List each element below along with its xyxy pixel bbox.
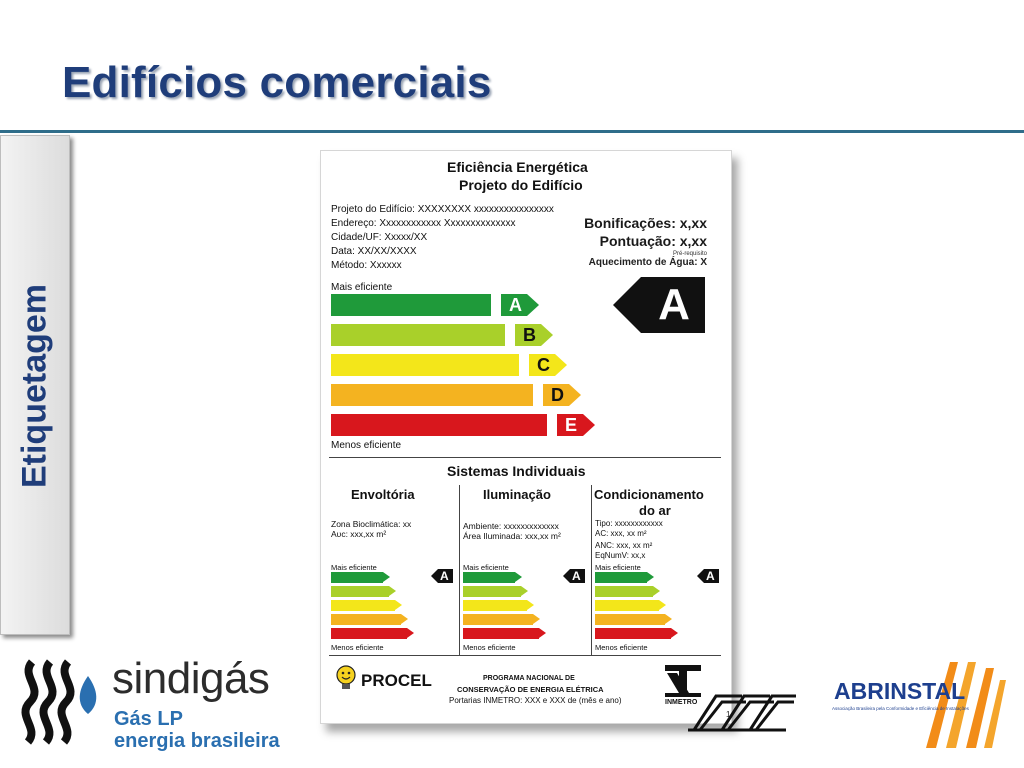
bonificacoes-text: Bonificações: x,xx bbox=[584, 215, 707, 231]
partner-logo bbox=[686, 692, 798, 734]
system-title-2: do ar bbox=[639, 503, 671, 518]
inmetro-text: INMETRO bbox=[665, 699, 698, 706]
bulb-icon bbox=[336, 665, 356, 689]
grade-indicator: A bbox=[613, 277, 705, 333]
system-column: Iluminação Ambiente: xxxxxxxxxxxxx Área … bbox=[459, 483, 591, 652]
system-title: Iluminação bbox=[483, 487, 551, 502]
aquecimento-text: Aquecimento de Água: X bbox=[588, 257, 707, 268]
page-number: 1 bbox=[726, 710, 731, 719]
sindigas-wordmark: sindigás bbox=[112, 654, 270, 703]
system-column: Condicionamento do ar Tipo: xxxxxxxxxxxx… bbox=[591, 483, 725, 652]
class-letter-e: E bbox=[557, 414, 583, 436]
system-divider bbox=[459, 485, 460, 655]
system-line: Tipo: xxxxxxxxxxxx bbox=[595, 519, 663, 528]
system-grade-letter: A bbox=[572, 569, 581, 583]
menos-eficiente-label: Menos eficiente bbox=[331, 440, 402, 451]
sindigas-emblem-icon bbox=[21, 659, 97, 745]
abrinstal-wordmark: ABRINSTAL bbox=[834, 678, 966, 704]
energia-text: energia brasileira bbox=[114, 730, 280, 752]
system-mais: Mais eficiente bbox=[595, 563, 641, 572]
info-line: Data: XX/XX/XXXX bbox=[331, 246, 417, 257]
gas-lp-text: Gás LP bbox=[114, 708, 183, 730]
info-line: Projeto do Edifício: XXXXXXXX xxxxxxxxxx… bbox=[331, 204, 554, 215]
portarias-text: Portarias INMETRO: XXX e XXX de (mês e a… bbox=[449, 696, 622, 705]
system-line: Aᴜᴄ: xxx,xx m² bbox=[331, 529, 387, 539]
abrinstal-flame-icon bbox=[926, 662, 1006, 748]
class-letter-c: C bbox=[529, 354, 555, 376]
system-grade-arrow-icon bbox=[697, 569, 719, 583]
system-line: AC: xxx, xx m² bbox=[595, 529, 647, 538]
programa-line-2: CONSERVAÇÃO DE ENERGIA ELÉTRICA bbox=[457, 685, 604, 694]
system-grade: A bbox=[431, 569, 453, 583]
sindigas-logo: sindigás Gás LP energia brasileira bbox=[18, 654, 318, 754]
pre-requisito-text: Pré-requisito bbox=[672, 251, 707, 257]
system-mais: Mais eficiente bbox=[463, 563, 509, 572]
info-line: Método: Xxxxxx bbox=[331, 260, 402, 271]
striped-logo-icon bbox=[688, 694, 796, 732]
system-mais: Mais eficiente bbox=[331, 563, 377, 572]
system-divider bbox=[591, 485, 592, 655]
system-line: Ambiente: xxxxxxxxxxxxx bbox=[463, 521, 559, 531]
system-column: Envoltória Zona Bioclimática: xx Aᴜᴄ: xx… bbox=[327, 483, 453, 652]
inmetro-icon bbox=[665, 665, 701, 697]
inmetro-logo: INMETRO bbox=[663, 663, 703, 709]
procel-text: PROCEL bbox=[361, 671, 432, 690]
energy-label: Eficiência Energética Projeto do Edifíci… bbox=[320, 150, 732, 724]
divider bbox=[329, 655, 721, 656]
programa-line-1: PROGRAMA NACIONAL DE bbox=[483, 675, 575, 682]
mais-eficiente-label: Mais eficiente bbox=[331, 282, 393, 293]
system-title: Envoltória bbox=[351, 487, 415, 502]
system-grade: A bbox=[697, 569, 719, 583]
class-letter-a: A bbox=[501, 294, 527, 316]
abrinstal-tagline: Associação Brasileira pela Conformidade … bbox=[832, 706, 969, 711]
system-menos: Menos eficiente bbox=[463, 643, 516, 652]
title-rule bbox=[0, 130, 1024, 133]
pontuacao-text: Pontuação: x,xx bbox=[599, 233, 707, 249]
abrinstal-logo: ABRINSTAL Associação Brasileira pela Con… bbox=[828, 656, 1012, 752]
info-line: Endereço: Xxxxxxxxxxxx Xxxxxxxxxxxxxx bbox=[331, 218, 516, 229]
sidebar-label: Etiquetagem bbox=[15, 283, 54, 489]
label-heading-2: Projeto do Edifício bbox=[459, 177, 583, 193]
system-grade-letter: A bbox=[440, 569, 449, 583]
label-heading-1: Eficiência Energética bbox=[447, 159, 588, 175]
sidebar-tab: Etiquetagem bbox=[0, 135, 70, 635]
system-grade-arrow-icon bbox=[563, 569, 585, 583]
system-grade: A bbox=[563, 569, 585, 583]
system-title: Condicionamento bbox=[594, 487, 704, 502]
system-line: Zona Bioclimática: xx bbox=[331, 519, 412, 529]
slide-title: Edifícios comerciais bbox=[62, 58, 492, 107]
system-menos: Menos eficiente bbox=[331, 643, 384, 652]
class-letter-d: D bbox=[543, 384, 569, 406]
system-grade-letter: A bbox=[706, 569, 715, 583]
divider bbox=[329, 457, 721, 458]
system-line: Área Iluminada: xxx,xx m² bbox=[463, 531, 561, 541]
system-menos: Menos eficiente bbox=[595, 643, 648, 652]
info-block: Projeto do Edifício: XXXXXXXX xxxxxxxxxx… bbox=[331, 203, 554, 273]
info-line: Cidade/UF: Xxxxx/XX bbox=[331, 232, 428, 243]
sistemas-title: Sistemas Individuais bbox=[447, 463, 586, 479]
class-letter-b: B bbox=[515, 324, 541, 346]
system-line: EqNumV: xx,x bbox=[595, 551, 646, 560]
system-grade-arrow-icon bbox=[431, 569, 453, 583]
grade-letter: A bbox=[649, 283, 699, 327]
system-line: ANC: xxx, xx m² bbox=[595, 541, 653, 550]
